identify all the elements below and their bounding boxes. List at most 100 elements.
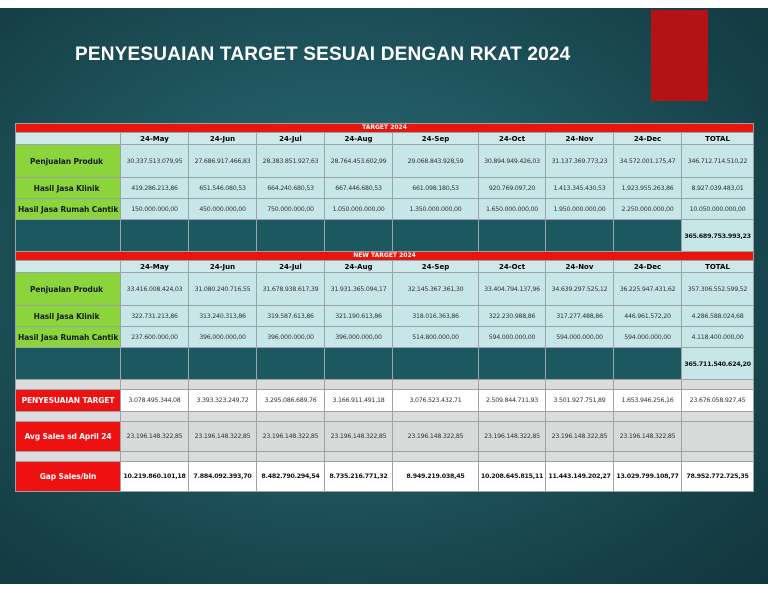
value-cell: 920.769.097,20: [478, 177, 546, 199]
spacer-cell: [680, 411, 755, 422]
column-header: 24-Jun: [188, 260, 257, 273]
summary-value: 23.196.148.322,85: [392, 421, 479, 452]
summary-value: 23.196.148.322,85: [324, 421, 393, 452]
column-header: 24-Oct: [478, 132, 546, 145]
spacer-cell: [188, 451, 257, 462]
empty-cell: [613, 219, 682, 252]
empty-cell: [613, 347, 682, 380]
column-header: 24-Dec: [613, 260, 682, 273]
summary-value: 78.952.772.725,35: [680, 461, 755, 492]
column-header: 24-Jul: [256, 132, 325, 145]
table-row: Hasil Jasa Rumah Cantik 150.000.000,00 450…: [15, 198, 755, 220]
value-cell: 4.286.588.024,68: [680, 305, 755, 327]
summary-value: 23.196.148.322,85: [256, 421, 325, 452]
row-label: Hasil Jasa Klinik: [15, 177, 121, 199]
value-cell: 594.000.000,00: [545, 326, 614, 348]
table-row: Penjualan Produk 33.416.008.424,03 31.080.…: [15, 272, 755, 306]
table-row: Hasil Jasa Klinik 419.286.213,86 651.546.0…: [15, 177, 755, 199]
section-banner-row: NEW TARGET 2024: [14, 251, 755, 261]
value-cell: 34.572.001.175,47: [613, 144, 682, 178]
summary-value: 8.949.219.038,45: [392, 461, 479, 492]
slide-title: PENYESUAIAN TARGET SESUAI DENGAN RKAT 20…: [75, 44, 571, 65]
empty-cell: [545, 347, 614, 380]
target-table: TARGET 2024 24-May 24-Jun 24-Jul 24-Aug 24-Se…: [14, 123, 755, 492]
summary-value: 23.196.148.322,85: [188, 421, 257, 452]
header-blank-cell: [15, 260, 121, 273]
value-cell: 667.446.680,53: [324, 177, 393, 199]
spacer-cell: [478, 379, 546, 390]
summary-value: [680, 421, 755, 452]
summary-value: 2.509.844.711,93: [478, 389, 546, 412]
empty-cell: [256, 347, 325, 380]
value-cell: 33.404.794.137,96: [478, 272, 546, 306]
empty-cell: [392, 347, 479, 380]
spacer-cell: [392, 379, 479, 390]
value-cell: 36.225.947.431,62: [613, 272, 682, 306]
value-cell: 322.230.988,86: [478, 305, 546, 327]
spacer-cell: [680, 451, 755, 462]
summary-value: 3.078.495.344,08: [120, 389, 189, 412]
empty-cell: [256, 219, 325, 252]
value-cell: 661.098.180,53: [392, 177, 479, 199]
spacer-cell: [324, 411, 393, 422]
column-header: TOTAL: [680, 260, 755, 273]
value-cell: 29.068.843.928,59: [392, 144, 479, 178]
row-label: Hasil Jasa Klinik: [15, 305, 121, 327]
value-cell: 396.000.000,00: [256, 326, 325, 348]
column-header: 24-Aug: [324, 260, 393, 273]
column-header: 24-Aug: [324, 132, 393, 145]
header-blank-cell: [15, 132, 121, 145]
value-cell: 8.927.039.483,01: [680, 177, 755, 199]
spacer-cell: [392, 411, 479, 422]
value-cell: 33.416.008.424,03: [120, 272, 189, 306]
value-cell: 446.961.572,20: [613, 305, 682, 327]
grand-total-row: 365.711.540.624,20: [15, 347, 755, 380]
value-cell: 594.000.000,00: [613, 326, 682, 348]
empty-cell: [188, 347, 257, 380]
empty-cell: [188, 219, 257, 252]
empty-cell: [120, 219, 189, 252]
column-header: 24-May: [120, 132, 189, 145]
grand-total: 365.689.753.993,23: [680, 219, 755, 252]
summary-value: 23.196.148.322,85: [613, 421, 682, 452]
column-header: 24-Sep: [392, 260, 479, 273]
section-banner: TARGET 2024: [14, 123, 755, 133]
summary-label: Gap Sales/bln: [15, 461, 121, 492]
summary-value: 23.196.148.322,85: [478, 421, 546, 452]
summary-value: 23.196.148.322,85: [120, 421, 189, 452]
summary-value: 10.208.645.815,11: [478, 461, 546, 492]
empty-cell: [478, 347, 546, 380]
summary-value: 7.884.092.393,70: [188, 461, 257, 492]
summary-row-penyesuaian: PENYESUAIAN TARGET 3.078.495.344,08 3.393.…: [15, 389, 755, 412]
spacer-cell: [680, 379, 755, 390]
value-cell: 10.050.000.000,00: [680, 198, 755, 220]
column-header: 24-Nov: [545, 132, 614, 145]
spacer-row: [15, 379, 755, 390]
summary-value: 13.029.799.108,77: [613, 461, 682, 492]
empty-cell: [120, 347, 189, 380]
column-header: 24-Oct: [478, 260, 546, 273]
grand-total-row: 365.689.753.993,23: [15, 219, 755, 252]
spacer-cell: [545, 411, 614, 422]
value-cell: 4.118.400.000,00: [680, 326, 755, 348]
summary-value: 3.076.523.432,71: [392, 389, 479, 412]
spacer-cell: [324, 451, 393, 462]
section-banner-row: TARGET 2024: [14, 123, 755, 133]
table-row: Hasil Jasa Klinik 322.731.213,86 313.240.3…: [15, 305, 755, 327]
value-cell: 594.000.000,00: [478, 326, 546, 348]
table-row: Hasil Jasa Rumah Cantik 237.600.000,00 396…: [15, 326, 755, 348]
spacer-cell: [15, 411, 121, 422]
value-cell: 322.731.213,86: [120, 305, 189, 327]
value-cell: 31.931.365.094,17: [324, 272, 393, 306]
empty-cell: [324, 347, 393, 380]
empty-cell: [478, 219, 546, 252]
value-cell: 31.080.240.716,55: [188, 272, 257, 306]
spacer-cell: [120, 379, 189, 390]
section-banner: NEW TARGET 2024: [14, 251, 755, 261]
empty-cell: [392, 219, 479, 252]
value-cell: 318.016.363,86: [392, 305, 479, 327]
summary-value: 3.166.911.491,18: [324, 389, 393, 412]
spacer-cell: [613, 379, 682, 390]
value-cell: 31.678.938.617,39: [256, 272, 325, 306]
spacer-cell: [478, 451, 546, 462]
